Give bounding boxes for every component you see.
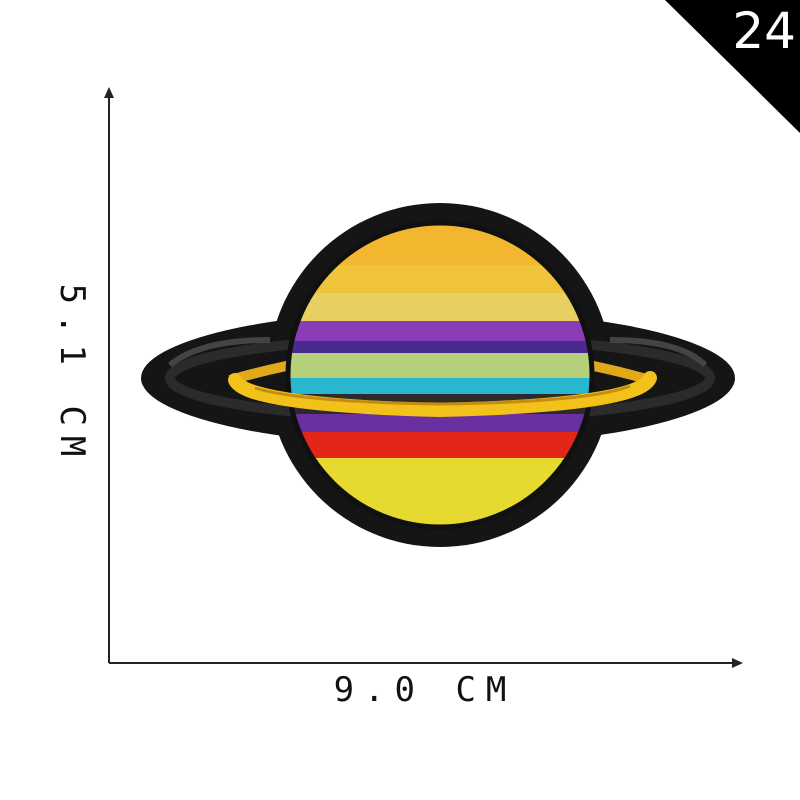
- corner-badge-triangle: [665, 0, 800, 133]
- planet-patch: [141, 203, 735, 547]
- y-axis-arrow: [104, 87, 114, 98]
- height-dimension-label: 5.1 CM: [52, 283, 92, 467]
- corner-badge: 24: [670, 0, 800, 130]
- ring-front: [228, 371, 657, 418]
- badge-number: 24: [732, 2, 796, 60]
- x-axis-arrow: [732, 658, 743, 668]
- width-dimension-label: 9.0 CM: [333, 670, 517, 710]
- dimension-axes: [104, 87, 743, 668]
